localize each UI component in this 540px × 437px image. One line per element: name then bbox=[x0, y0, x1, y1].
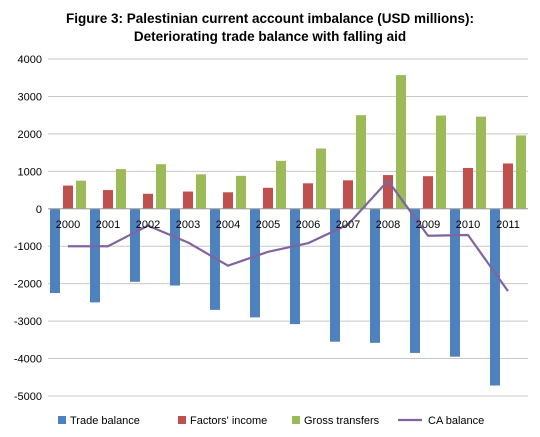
legend-label: Gross transfers bbox=[304, 415, 380, 427]
bar bbox=[303, 183, 313, 209]
bar bbox=[356, 115, 366, 209]
bar bbox=[436, 115, 446, 209]
bar bbox=[103, 190, 113, 209]
legend-swatch bbox=[58, 416, 66, 424]
bar bbox=[250, 208, 260, 318]
bar bbox=[410, 208, 420, 353]
title-line-1: Figure 3: Palestinian current account im… bbox=[65, 11, 475, 26]
bar bbox=[330, 208, 340, 342]
bar bbox=[143, 193, 153, 209]
y-tick-label: -3000 bbox=[14, 316, 42, 328]
bar bbox=[50, 208, 60, 294]
x-category-label: 2010 bbox=[456, 219, 480, 231]
bar bbox=[183, 191, 193, 209]
bar bbox=[516, 135, 526, 209]
legend-swatch bbox=[178, 416, 186, 424]
bar bbox=[116, 169, 126, 209]
bar bbox=[316, 148, 326, 209]
line-series bbox=[67, 179, 509, 292]
bar bbox=[196, 174, 206, 209]
labels: 4000 3000 2000 1000 0 -1000 -2000 -3000 -4000 -50… bbox=[14, 54, 520, 403]
y-tick-label: 2000 bbox=[18, 129, 42, 141]
y-tick-label: -4000 bbox=[14, 354, 42, 366]
ca-balance-line bbox=[68, 179, 509, 292]
legend-label: Factors' income bbox=[190, 415, 267, 427]
legend-swatch bbox=[292, 416, 300, 424]
bar bbox=[170, 208, 180, 286]
y-tick-label: -2000 bbox=[14, 279, 42, 291]
y-tick-label: 4000 bbox=[18, 54, 42, 66]
bar bbox=[383, 175, 393, 209]
bar bbox=[90, 208, 100, 303]
bar bbox=[423, 176, 433, 209]
x-category-label: 2001 bbox=[96, 219, 120, 231]
bar bbox=[503, 163, 513, 209]
x-category-label: 2003 bbox=[176, 219, 200, 231]
x-category-label: 2009 bbox=[416, 219, 440, 231]
x-category-label: 2005 bbox=[256, 219, 280, 231]
title-line-2: Deteriorating trade balance with falling… bbox=[133, 29, 407, 44]
bar bbox=[343, 180, 353, 209]
bar bbox=[463, 167, 473, 209]
legend-label: CA balance bbox=[428, 415, 484, 427]
legend: Trade balance Factors' income Gross transf… bbox=[58, 415, 484, 427]
bar bbox=[396, 75, 406, 209]
bars bbox=[50, 75, 526, 386]
bar bbox=[223, 192, 233, 209]
bar bbox=[156, 164, 166, 209]
gridlines bbox=[48, 58, 528, 397]
bar bbox=[290, 208, 300, 325]
x-category-label: 2008 bbox=[376, 219, 400, 231]
bar bbox=[63, 185, 73, 209]
legend-label: Trade balance bbox=[70, 415, 140, 427]
x-category-label: 2006 bbox=[296, 219, 320, 231]
y-tick-label: 3000 bbox=[18, 91, 42, 103]
bar bbox=[236, 175, 246, 209]
bar bbox=[450, 208, 460, 357]
x-category-label: 2000 bbox=[56, 219, 80, 231]
x-category-label: 2002 bbox=[136, 219, 160, 231]
y-tick-label: -1000 bbox=[14, 241, 42, 253]
x-category-label: 2007 bbox=[336, 219, 360, 231]
bar bbox=[76, 180, 86, 209]
chart-title: Figure 3: Palestinian current account im… bbox=[0, 10, 540, 46]
bar bbox=[130, 208, 140, 282]
y-tick-label: 1000 bbox=[18, 166, 42, 178]
bar bbox=[276, 160, 286, 209]
x-category-label: 2011 bbox=[496, 219, 520, 231]
bar bbox=[490, 208, 500, 386]
y-tick-label: 0 bbox=[36, 204, 42, 216]
bar bbox=[370, 208, 380, 343]
x-category-label: 2004 bbox=[216, 219, 240, 231]
bar bbox=[476, 116, 486, 209]
y-tick-label: -5000 bbox=[14, 391, 42, 403]
bar bbox=[263, 187, 273, 209]
